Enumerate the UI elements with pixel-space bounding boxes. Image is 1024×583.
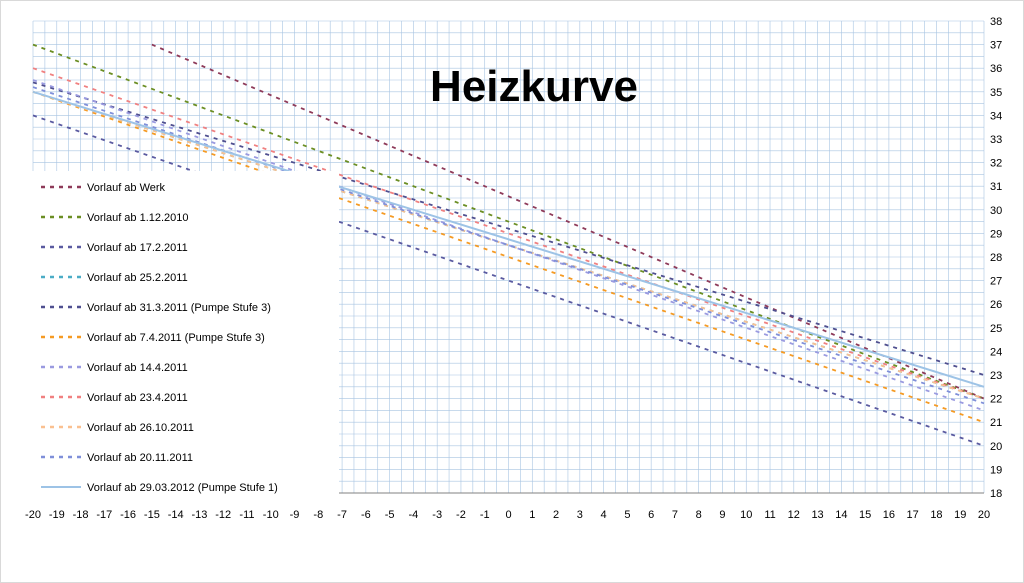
- y-tick-label: 36: [990, 63, 1002, 75]
- legend-label: Vorlauf ab 29.03.2012 (Pumpe Stufe 1): [87, 482, 278, 494]
- x-tick-label: 15: [859, 509, 871, 521]
- x-tick-label: -1: [480, 509, 490, 521]
- x-tick-label: 8: [696, 509, 702, 521]
- y-axis-ticks: 18 19 20 21 22 23 24 25 26 27 28 29 30 31 32 33 34 35 36 37…: [990, 16, 1002, 500]
- series-line: [32, 43, 985, 400]
- series-line: [32, 114, 985, 447]
- y-tick-label: 26: [990, 299, 1002, 311]
- y-tick-label: 27: [990, 276, 1002, 288]
- x-tick-label: 0: [505, 509, 511, 521]
- legend-label: Vorlauf ab 26.10.2011: [87, 422, 194, 434]
- y-tick-label: 34: [990, 110, 1002, 122]
- y-tick-label: 21: [990, 417, 1002, 429]
- legend-background: [29, 171, 339, 496]
- x-tick-label: 12: [788, 509, 800, 521]
- x-tick-label: -3: [432, 509, 442, 521]
- x-tick-label: -18: [73, 509, 89, 521]
- series-line: [32, 67, 985, 400]
- x-tick-label: 18: [930, 509, 942, 521]
- chart-title: Heizkurve: [430, 62, 638, 111]
- y-tick-label: 31: [990, 181, 1002, 193]
- x-tick-label: 19: [954, 509, 966, 521]
- x-tick-label: -19: [49, 509, 65, 521]
- y-tick-label: 30: [990, 205, 1002, 217]
- x-axis-ticks: -20 -19 -18 -17 -16 -15 -14 -13 -12 -11 -10 -9 -8 -7-…: [25, 509, 990, 521]
- legend-label: Vorlauf ab 1.12.2010: [87, 212, 189, 224]
- x-tick-label: -11: [239, 509, 254, 521]
- x-tick-label: 4: [601, 509, 607, 521]
- legend-label: Vorlauf ab 25.2.2011: [87, 272, 188, 284]
- series-lines: [32, 43, 985, 447]
- y-tick-label: 25: [990, 323, 1002, 335]
- x-tick-label: 1: [529, 509, 535, 521]
- y-tick-label: 35: [990, 87, 1002, 99]
- y-tick-label: 24: [990, 346, 1002, 358]
- x-tick-label: 16: [883, 509, 895, 521]
- y-tick-label: 29: [990, 228, 1002, 240]
- legend-label: Vorlauf ab 17.2.2011: [87, 242, 188, 254]
- x-tick-label: -16: [120, 509, 136, 521]
- y-tick-label: 18: [990, 488, 1002, 500]
- x-tick-label: -9: [290, 509, 300, 521]
- y-tick-label: 23: [990, 370, 1002, 382]
- x-tick-label: -15: [144, 509, 160, 521]
- series-line: [32, 79, 985, 412]
- x-tick-label: -2: [456, 509, 466, 521]
- x-tick-label: 2: [553, 509, 559, 521]
- x-tick-label: 20: [978, 509, 990, 521]
- x-tick-label: 13: [811, 509, 823, 521]
- y-tick-label: 22: [990, 394, 1002, 406]
- series-line: [32, 90, 985, 388]
- series-line: [151, 43, 985, 400]
- legend-label: Vorlauf ab 14.4.2011: [87, 362, 188, 374]
- x-tick-label: 10: [740, 509, 752, 521]
- y-tick-label: 28: [990, 252, 1002, 264]
- x-tick-label: 17: [907, 509, 919, 521]
- x-tick-label: 5: [624, 509, 630, 521]
- legend-label: Vorlauf ab 20.11.2011: [87, 452, 193, 464]
- x-tick-label: -13: [191, 509, 207, 521]
- legend-label: Vorlauf ab Werk: [87, 182, 166, 194]
- y-tick-label: 32: [990, 158, 1002, 170]
- x-tick-label: -6: [361, 509, 371, 521]
- y-tick-label: 37: [990, 40, 1002, 52]
- x-tick-label: -5: [385, 509, 395, 521]
- x-tick-label: 14: [835, 509, 847, 521]
- x-tick-label: 9: [719, 509, 725, 521]
- x-tick-label: 11: [764, 509, 775, 521]
- legend-label: Vorlauf ab 23.4.2011: [87, 392, 188, 404]
- x-tick-label: -7: [337, 509, 347, 521]
- x-tick-label: 7: [672, 509, 678, 521]
- legend-label: Vorlauf ab 7.4.2011 (Pumpe Stufe 3): [87, 332, 265, 344]
- legend: Vorlauf ab Werk Vorlauf ab 1.12.2010 Vorla…: [41, 182, 278, 494]
- series-line: [32, 81, 985, 376]
- y-tick-label: 38: [990, 16, 1002, 28]
- x-tick-label: -4: [409, 509, 419, 521]
- y-tick-label: 19: [990, 464, 1002, 476]
- x-tick-label: 3: [577, 509, 583, 521]
- x-tick-label: -10: [263, 509, 279, 521]
- x-tick-label: -17: [96, 509, 112, 521]
- x-tick-label: -12: [215, 509, 231, 521]
- x-tick-label: -8: [313, 509, 323, 521]
- series-line: [32, 90, 985, 424]
- x-tick-label: -14: [168, 509, 184, 521]
- legend-label: Vorlauf ab 31.3.2011 (Pumpe Stufe 3): [87, 302, 271, 314]
- x-tick-label: -20: [25, 509, 41, 521]
- y-tick-label: 20: [990, 441, 1002, 453]
- x-tick-label: 6: [648, 509, 654, 521]
- y-tick-label: 33: [990, 134, 1002, 146]
